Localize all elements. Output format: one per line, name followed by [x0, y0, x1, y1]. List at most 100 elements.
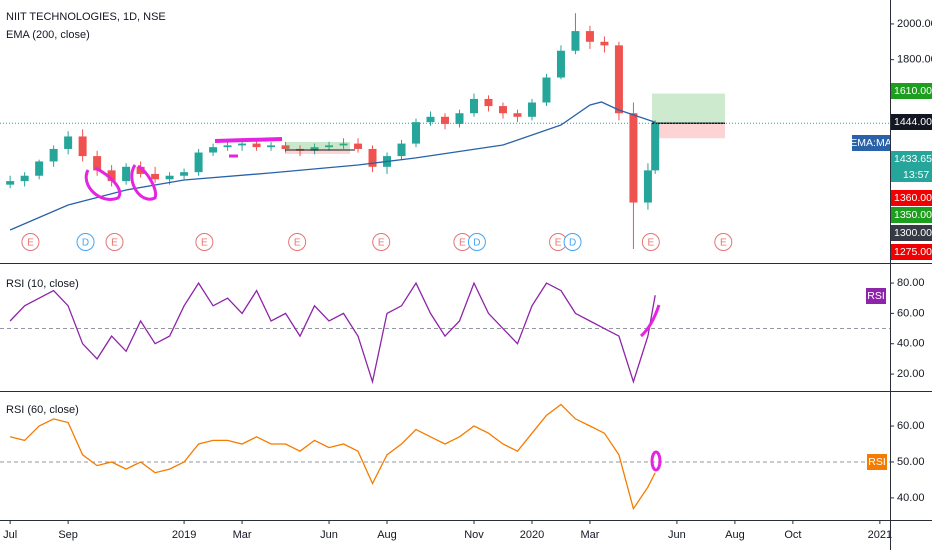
candle-body [165, 175, 174, 180]
hand-drawing [84, 166, 122, 201]
chart-title: NIIT TECHNOLOGIES, 1D, NSE [6, 11, 166, 23]
line-series [9, 101, 656, 231]
candle-body [441, 116, 449, 124]
candle-body [194, 152, 203, 173]
candle-body [238, 143, 247, 146]
candle-body [209, 147, 218, 153]
indicator-title: EMA (200, close) [6, 29, 90, 41]
candle-body [354, 143, 363, 149]
event-label: E [378, 238, 385, 249]
candle-body [20, 175, 29, 182]
candle-body [107, 170, 116, 182]
candle-body [513, 113, 522, 117]
y-tick-label: 40.00 [897, 338, 925, 350]
event-marker [372, 233, 391, 251]
x-tick-label: Aug [377, 529, 397, 541]
y-tick-label: 80.00 [897, 277, 925, 289]
candle-body [614, 45, 623, 114]
candle-body [412, 122, 421, 144]
candle-body [339, 143, 348, 146]
panes: 2000.001800.00EDEEEEEDEDEE1610.001444.00… [0, 13, 932, 541]
event-label: E [27, 238, 34, 249]
candle-body [643, 170, 652, 203]
position-drawing [285, 142, 350, 150]
event-label: D [569, 238, 576, 249]
candle-body [455, 113, 464, 124]
event-marker [195, 233, 214, 251]
candle-body [368, 148, 377, 167]
candle-body [180, 172, 189, 176]
price-badge [891, 83, 932, 99]
x-tick-label: Mar [580, 529, 599, 541]
x-tick-label: Oct [784, 529, 801, 541]
candle-body [93, 156, 102, 171]
candle-body [281, 145, 290, 149]
candle-body [651, 123, 660, 171]
candle-body [571, 31, 580, 51]
event-label: E [201, 238, 208, 249]
candle-body [310, 147, 319, 151]
series-badge-label: EMA:MA [850, 137, 891, 149]
indicator-title: RSI (10, close) [6, 278, 79, 290]
price-badge [891, 114, 932, 130]
price-badge-label: 1444.00 [894, 116, 932, 128]
indicator-title: RSI (60, close) [6, 404, 79, 416]
x-tick-label: Jun [668, 529, 686, 541]
price-badge [891, 244, 932, 260]
event-marker [76, 233, 95, 251]
candle-body [484, 98, 493, 107]
candle-body [136, 166, 145, 174]
event-marker [714, 233, 733, 251]
price-badge-label: 1350.00 [894, 209, 932, 221]
y-tick-label: 60.00 [897, 307, 925, 319]
event-label: E [720, 238, 727, 249]
position-stop [652, 123, 725, 139]
candle-body [49, 148, 58, 162]
y-tick-label: 50.00 [897, 456, 925, 468]
candle-body [397, 143, 406, 157]
candle-body [498, 106, 507, 114]
series-badge [852, 135, 890, 151]
event-marker [105, 233, 124, 251]
hand-drawing [650, 450, 662, 472]
y-tick-label: 60.00 [897, 420, 925, 432]
x-tick-label: Mar [233, 529, 252, 541]
x-tick-label: 2021 [868, 529, 892, 541]
candle-body [325, 145, 334, 148]
hand-drawing [130, 164, 158, 201]
event-label: E [111, 238, 118, 249]
event-marker [288, 233, 307, 251]
series-badge-label: RSI [868, 456, 886, 468]
price-badge-label: 1275.00 [894, 246, 932, 258]
event-label: E [647, 238, 654, 249]
x-tick-label: Nov [464, 529, 484, 541]
candle-body [629, 113, 638, 203]
candle-body [267, 145, 276, 148]
series-badge [867, 454, 887, 470]
series-badge-label: RSI [867, 290, 885, 302]
x-tick-label: Sep [58, 529, 78, 541]
candle-body [469, 98, 478, 114]
price-badge [891, 225, 932, 241]
price-badge-label: 1610.00 [894, 85, 932, 97]
candle-body [35, 161, 44, 176]
hand-drawing [639, 304, 661, 338]
candle-body [542, 77, 551, 103]
candle-body [151, 173, 160, 180]
price-badge [891, 151, 932, 182]
x-tick-label: Aug [725, 529, 745, 541]
candle-body [122, 166, 131, 182]
event-label: D [473, 238, 480, 249]
event-label: E [294, 238, 301, 249]
y-tick-label: 20.00 [897, 368, 925, 380]
position-target [652, 93, 725, 124]
price-badge-label: 1360.00 [894, 192, 932, 204]
y-tick-label: 40.00 [897, 492, 925, 504]
series-badge [866, 288, 886, 304]
y-tick-label: 2000.00 [897, 18, 932, 30]
price-badge [891, 207, 932, 223]
event-marker [563, 233, 582, 251]
x-tick-label: Jun [320, 529, 338, 541]
